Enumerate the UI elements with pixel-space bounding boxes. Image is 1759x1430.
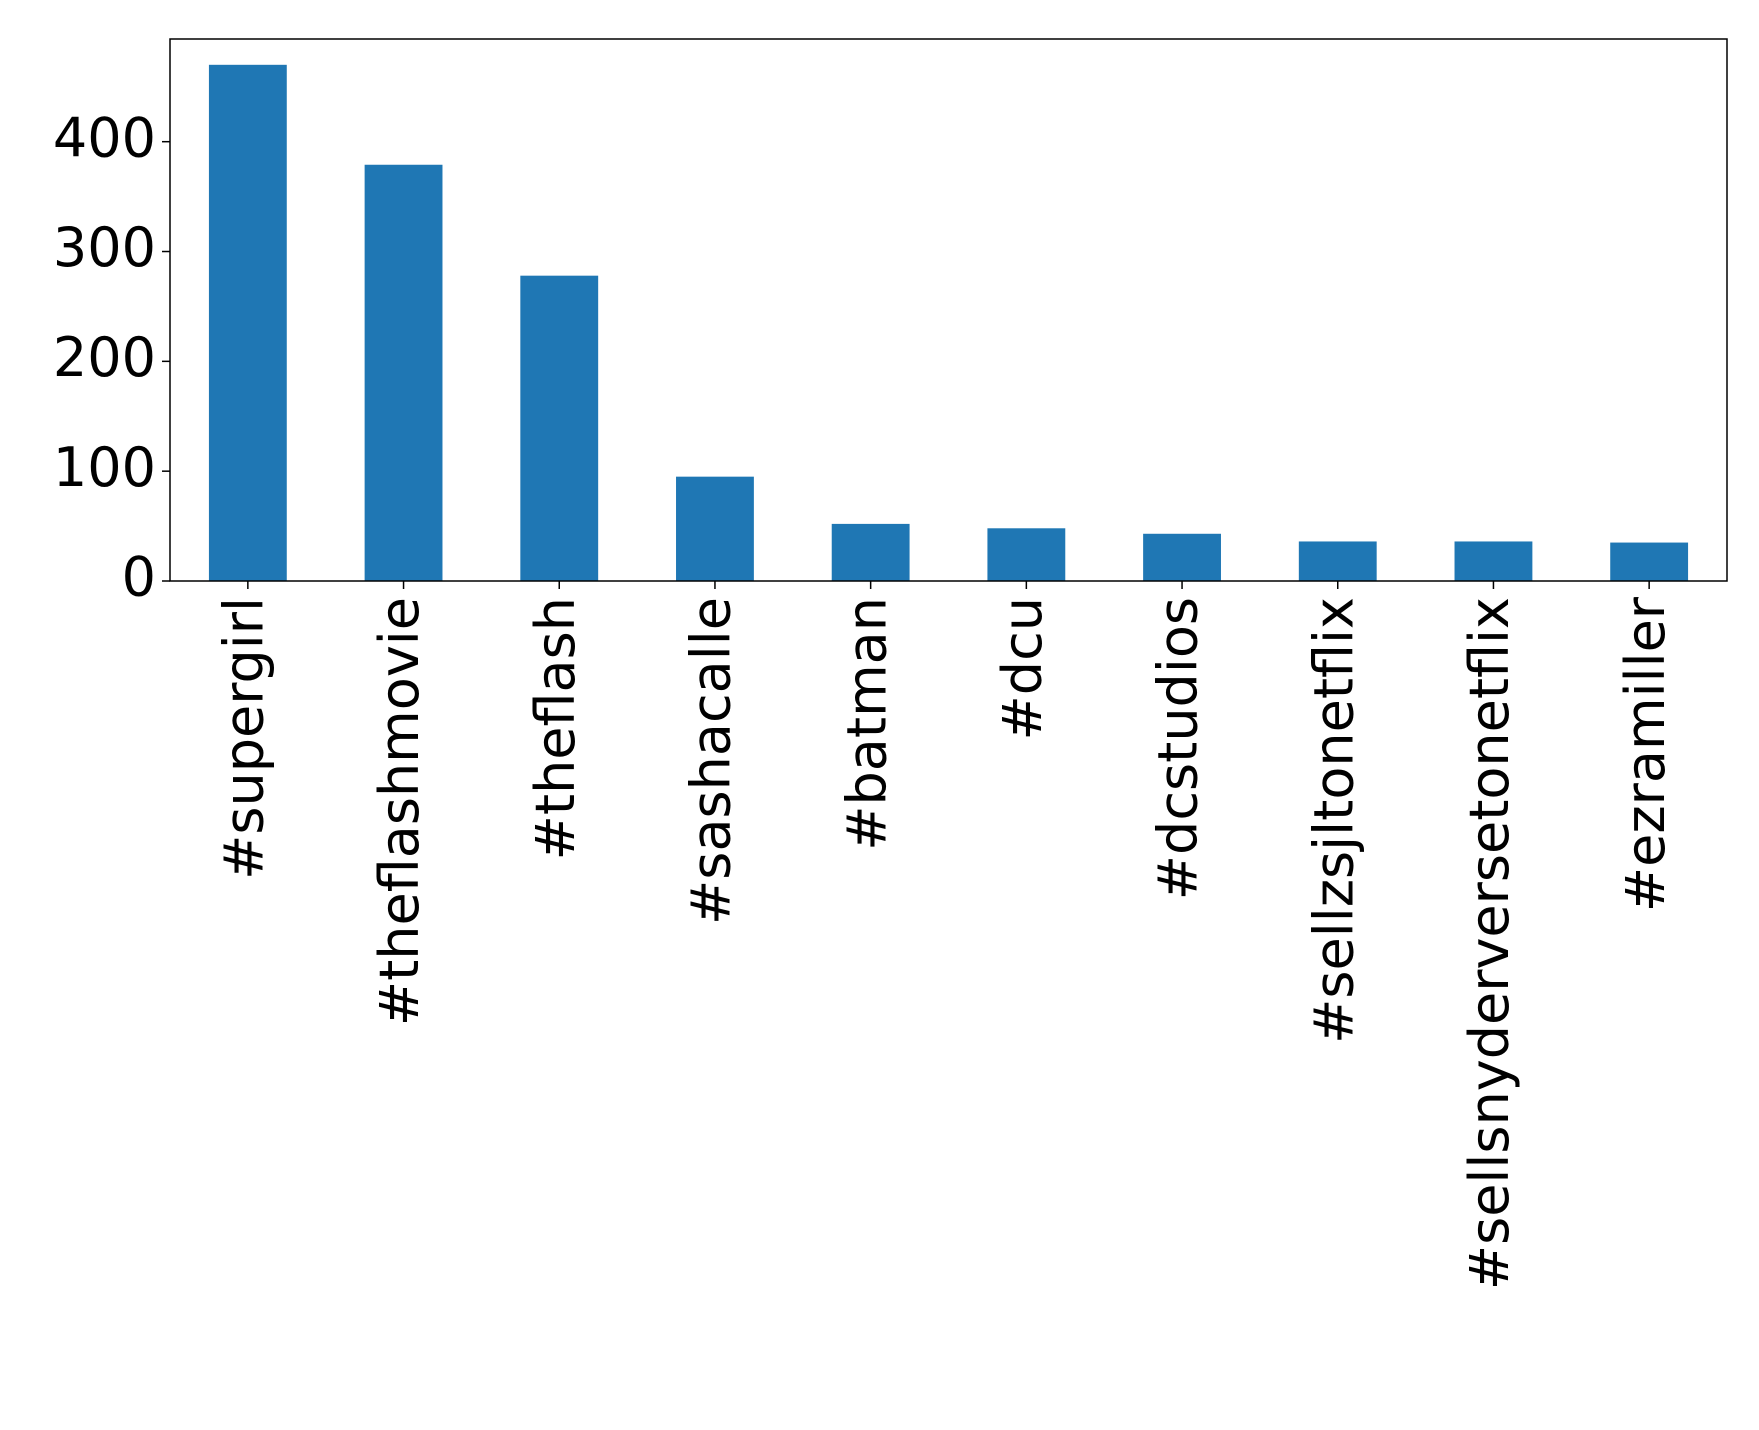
bar [520,275,599,581]
bar [208,64,287,582]
bar [676,476,754,581]
x-tick-label: #batman [835,597,898,851]
x-tick-label: #sashacalle [680,597,743,925]
x-tick-label: #dcstudios [1147,597,1210,900]
bar [831,523,910,581]
y-tick-label: 400 [53,106,156,169]
bar [1298,541,1377,581]
y-tick-label: 300 [53,216,156,279]
x-tick-label: #dcu [991,597,1054,740]
x-tick-label: #ezramiller [1614,596,1677,912]
x-tick-label: #theflashmovie [368,597,431,1026]
plot-frame [169,38,1728,582]
x-tick-label: #sellzsjltonetflix [1302,597,1365,1044]
x-tick-label: #sellsnyderversetonetflix [1458,597,1521,1290]
y-tick-label: 100 [53,436,156,499]
bar [1143,533,1221,581]
bar [987,528,1066,581]
bar [1610,542,1689,581]
bar [364,164,443,581]
x-tick-label: #theflash [524,597,587,860]
y-tick-label: 200 [53,326,156,389]
x-tick-label: #supergirl [212,597,275,880]
y-tick-label: 0 [122,546,156,609]
bar [1454,541,1533,581]
